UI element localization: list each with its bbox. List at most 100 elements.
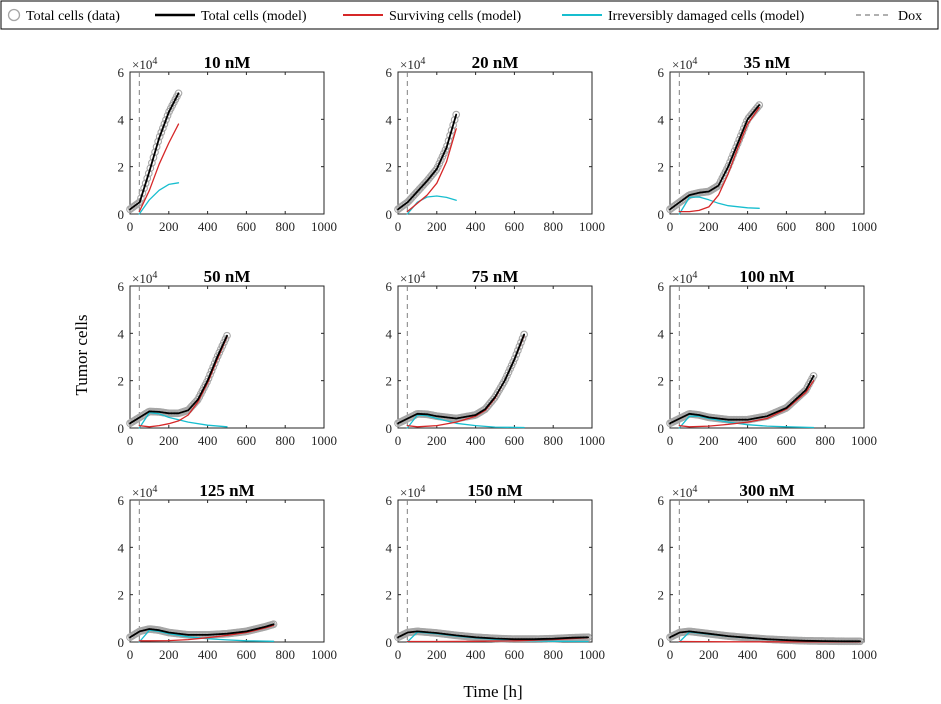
x-tick-label: 400 xyxy=(466,219,486,234)
data-point xyxy=(730,147,739,155)
plot-area xyxy=(129,499,325,643)
y-tick-label: 4 xyxy=(658,112,665,127)
y-tick-label: 6 xyxy=(118,65,125,80)
x-tick-label: 0 xyxy=(395,433,402,448)
panel-20-nm: 0 200 400 600 800 1000 0 2 4 6 ×104 20 nM xyxy=(386,53,606,234)
x-tick-label: 1000 xyxy=(851,219,877,234)
data-point xyxy=(141,179,150,188)
x-tick-label: 600 xyxy=(237,647,257,662)
x-tick-label: 600 xyxy=(505,219,525,234)
x-tick-label: 200 xyxy=(427,647,447,662)
panel-title: 75 nM xyxy=(472,267,519,286)
panel-50-nm: 0 200 400 600 800 1000 0 2 4 6 ×104 50 nM xyxy=(118,267,338,448)
x-tick-label: 400 xyxy=(198,433,218,448)
y-tick-label: 6 xyxy=(386,279,393,294)
surviving-line xyxy=(678,106,760,213)
x-tick-label: 600 xyxy=(505,433,525,448)
data-point xyxy=(223,331,231,340)
data-point xyxy=(518,334,527,343)
x-tick-label: 200 xyxy=(699,647,719,662)
data-point xyxy=(157,128,166,137)
data-point xyxy=(174,89,183,98)
y-tick-label: 6 xyxy=(658,279,665,294)
y-axis-label: Tumor cells xyxy=(72,314,91,395)
y-exponent-label: ×104 xyxy=(672,56,697,72)
data-point xyxy=(520,330,528,339)
data-point xyxy=(515,342,524,351)
y-tick-label: 4 xyxy=(118,326,125,341)
data-point xyxy=(152,142,161,151)
legend-total-label: Total cells (model) xyxy=(201,9,307,24)
y-tick-label: 2 xyxy=(658,588,665,603)
x-tick-label: 0 xyxy=(127,647,134,662)
x-tick-label: 1000 xyxy=(851,647,877,662)
legend-surviving-label: Surviving cells (model) xyxy=(389,9,522,24)
x-tick-label: 1000 xyxy=(311,433,337,448)
panel-75-nm: 0 200 400 600 800 1000 0 2 4 6 ×104 75 nM xyxy=(386,267,606,448)
surviving-line xyxy=(138,624,275,642)
total-line xyxy=(129,623,275,639)
x-tick-label: 800 xyxy=(275,433,295,448)
panel-10-nm: 0 200 400 600 800 1000 0 2 4 6 ×104 10 nM xyxy=(118,53,338,234)
x-tick-label: 200 xyxy=(699,219,719,234)
x-tick-label: 200 xyxy=(427,433,447,448)
y-tick-label: 0 xyxy=(658,421,665,436)
data-point xyxy=(138,189,147,198)
y-tick-label: 2 xyxy=(386,374,393,389)
plot-area xyxy=(129,71,325,215)
y-tick-label: 0 xyxy=(658,635,665,650)
data-point xyxy=(443,142,451,150)
data-point xyxy=(447,126,456,135)
panel-125-nm: 0 200 400 600 800 1000 0 2 4 6 ×104 125 nM xyxy=(118,481,338,662)
y-exponent-label: ×104 xyxy=(400,270,425,286)
panel-title: 20 nM xyxy=(472,53,519,72)
data-point xyxy=(160,120,169,128)
y-tick-label: 4 xyxy=(386,112,393,127)
x-tick-label: 400 xyxy=(738,219,758,234)
y-tick-label: 0 xyxy=(386,207,393,222)
plot-area xyxy=(397,285,593,429)
data-point xyxy=(159,124,167,133)
data-point xyxy=(441,146,450,154)
panel-100-nm: 0 200 400 600 800 1000 0 2 4 6 ×104 100 nM xyxy=(658,267,878,448)
y-tick-label: 6 xyxy=(118,493,125,508)
y-exponent-label: ×104 xyxy=(132,484,157,500)
panel-title: 125 nM xyxy=(199,481,254,500)
data-point xyxy=(151,148,159,157)
data-point xyxy=(269,620,278,629)
legend-damaged-label: Irreversibly damaged cells (model) xyxy=(608,9,805,24)
data-point xyxy=(149,153,158,162)
panel-title: 100 nM xyxy=(739,267,794,286)
legend: Total cells (data) Total cells (model) S… xyxy=(0,0,939,30)
x-tick-label: 1000 xyxy=(311,219,337,234)
damaged-line xyxy=(406,414,525,429)
surviving-line xyxy=(678,380,815,428)
data-point xyxy=(809,372,818,380)
y-tick-label: 6 xyxy=(658,493,665,508)
y-tick-label: 4 xyxy=(386,540,393,555)
y-tick-label: 4 xyxy=(118,540,125,555)
y-tick-label: 4 xyxy=(386,326,393,341)
panel-title: 35 nM xyxy=(744,53,791,72)
x-tick-label: 800 xyxy=(275,647,295,662)
surviving-line xyxy=(406,128,457,213)
panel-title: 300 nM xyxy=(739,481,794,500)
x-tick-label: 0 xyxy=(395,647,402,662)
x-tick-label: 400 xyxy=(198,219,218,234)
legend-dox-label: Dox xyxy=(898,9,922,24)
y-tick-label: 0 xyxy=(118,635,125,650)
x-tick-label: 400 xyxy=(198,647,218,662)
x-tick-label: 600 xyxy=(777,219,797,234)
data-point xyxy=(509,358,518,366)
data-point xyxy=(140,184,148,193)
data-point xyxy=(135,198,144,207)
x-tick-label: 200 xyxy=(699,433,719,448)
plot-area xyxy=(669,499,865,643)
x-tick-label: 400 xyxy=(466,647,486,662)
total-line xyxy=(129,92,180,211)
y-tick-label: 0 xyxy=(386,421,393,436)
data-point xyxy=(514,346,522,355)
panel-150-nm: 0 200 400 600 800 1000 0 2 4 6 ×104 150 nM xyxy=(386,481,606,662)
panel-35-nm: 0 200 400 600 800 1000 0 2 4 6 ×104 35 nM xyxy=(658,53,878,234)
